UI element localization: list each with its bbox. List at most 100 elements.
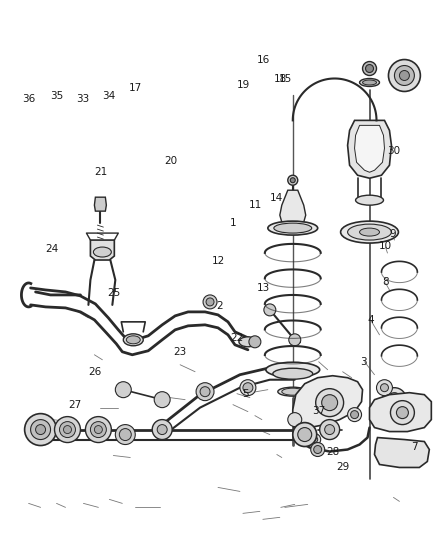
Circle shape — [203, 295, 216, 309]
Text: 16: 16 — [256, 55, 269, 65]
Text: 15: 15 — [278, 75, 291, 84]
Text: 5: 5 — [242, 389, 248, 399]
Ellipse shape — [123, 334, 143, 346]
Circle shape — [288, 334, 300, 346]
Text: 24: 24 — [46, 245, 59, 254]
Ellipse shape — [340, 221, 398, 243]
Ellipse shape — [126, 336, 140, 344]
Text: 13: 13 — [256, 283, 269, 293]
Circle shape — [388, 60, 420, 92]
Circle shape — [315, 389, 343, 417]
Text: 35: 35 — [50, 91, 63, 101]
Circle shape — [381, 387, 406, 411]
Text: 19: 19 — [237, 80, 250, 90]
Text: 18: 18 — [273, 75, 287, 84]
Circle shape — [200, 386, 209, 397]
Circle shape — [308, 433, 320, 446]
Text: 34: 34 — [102, 91, 116, 101]
Circle shape — [324, 425, 334, 434]
Ellipse shape — [265, 362, 319, 377]
Text: 4: 4 — [366, 314, 373, 325]
Text: 22: 22 — [230, 333, 243, 343]
Circle shape — [242, 383, 252, 393]
Text: 20: 20 — [163, 156, 177, 166]
Circle shape — [60, 422, 75, 438]
Text: 8: 8 — [381, 278, 388, 287]
Text: 21: 21 — [94, 167, 107, 177]
Text: 2: 2 — [215, 301, 223, 311]
Circle shape — [321, 394, 337, 410]
Circle shape — [157, 425, 167, 434]
Circle shape — [287, 175, 297, 185]
Polygon shape — [354, 125, 384, 172]
Circle shape — [287, 413, 301, 426]
Circle shape — [376, 379, 392, 395]
Text: 17: 17 — [129, 83, 142, 93]
Circle shape — [35, 425, 46, 434]
Ellipse shape — [347, 224, 391, 240]
Circle shape — [90, 422, 106, 438]
Text: 29: 29 — [336, 463, 349, 472]
Ellipse shape — [362, 80, 376, 85]
Text: 9: 9 — [388, 229, 395, 239]
Circle shape — [54, 417, 80, 442]
Circle shape — [248, 336, 260, 348]
Polygon shape — [347, 120, 391, 178]
Circle shape — [115, 425, 135, 445]
Circle shape — [365, 64, 373, 72]
Ellipse shape — [359, 78, 378, 86]
Circle shape — [389, 401, 413, 425]
Text: 7: 7 — [410, 442, 417, 452]
Text: 14: 14 — [269, 193, 283, 204]
Circle shape — [347, 408, 361, 422]
Polygon shape — [369, 393, 431, 432]
Circle shape — [64, 425, 71, 433]
Circle shape — [380, 384, 388, 392]
Ellipse shape — [355, 195, 383, 205]
Text: 33: 33 — [76, 94, 89, 104]
Text: 23: 23 — [173, 346, 186, 357]
Text: 30: 30 — [386, 146, 399, 156]
Circle shape — [31, 419, 50, 440]
Circle shape — [297, 427, 311, 441]
Circle shape — [205, 298, 214, 306]
Polygon shape — [374, 438, 428, 467]
Text: 28: 28 — [326, 447, 339, 456]
Circle shape — [292, 423, 316, 447]
Circle shape — [196, 383, 214, 401]
Circle shape — [311, 437, 317, 442]
Circle shape — [387, 393, 400, 407]
Text: 37: 37 — [312, 406, 325, 416]
Ellipse shape — [238, 337, 256, 347]
Circle shape — [396, 407, 407, 418]
Circle shape — [319, 419, 339, 440]
Circle shape — [152, 419, 172, 440]
Circle shape — [290, 177, 295, 183]
Polygon shape — [90, 240, 114, 260]
Circle shape — [394, 66, 413, 85]
Circle shape — [399, 70, 409, 80]
Circle shape — [350, 410, 358, 418]
Circle shape — [25, 414, 57, 446]
Circle shape — [362, 61, 376, 76]
Text: 3: 3 — [360, 357, 367, 367]
Text: 36: 36 — [22, 94, 35, 104]
Ellipse shape — [281, 388, 303, 395]
Polygon shape — [279, 190, 305, 225]
Ellipse shape — [267, 221, 317, 235]
Text: 1: 1 — [229, 218, 235, 228]
Text: 27: 27 — [68, 400, 81, 410]
Polygon shape — [94, 197, 106, 211]
Circle shape — [154, 392, 170, 408]
Text: 26: 26 — [88, 367, 101, 377]
Text: 10: 10 — [378, 241, 391, 251]
Ellipse shape — [272, 368, 312, 379]
Ellipse shape — [277, 387, 307, 396]
Circle shape — [94, 425, 102, 433]
Ellipse shape — [359, 228, 378, 236]
Circle shape — [310, 442, 324, 456]
Text: 25: 25 — [107, 288, 120, 298]
Polygon shape — [292, 376, 362, 430]
Circle shape — [313, 446, 321, 454]
Text: 12: 12 — [211, 256, 224, 266]
